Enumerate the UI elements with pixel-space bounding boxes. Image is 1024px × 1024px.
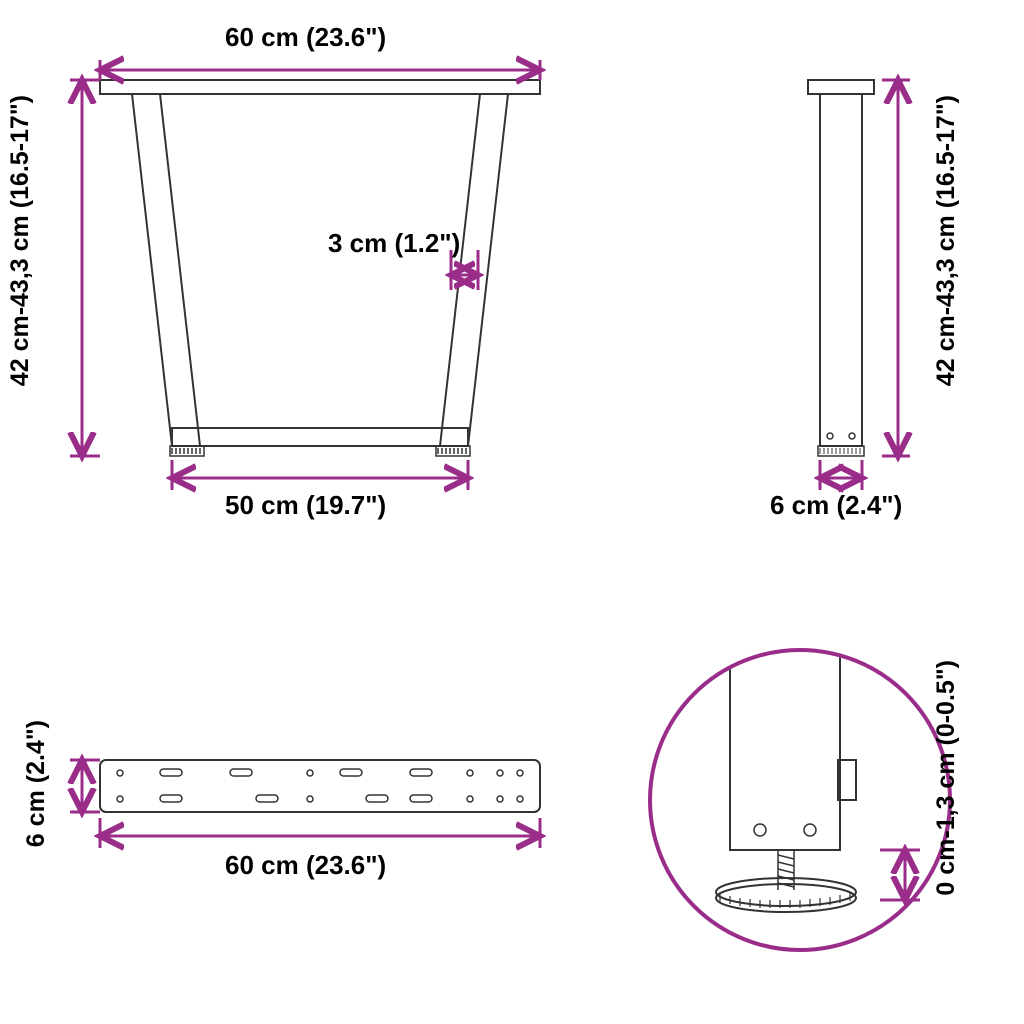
label-top-width: 60 cm (23.6") [225,22,386,53]
label-side-depth: 6 cm (2.4") [770,490,902,521]
label-leg-thick: 3 cm (1.2") [328,228,460,259]
label-foot-adjust: 0 cm-1,3 cm (0-0.5") [932,660,961,896]
label-plate-height: 6 cm (2.4") [22,720,51,847]
label-bottom-width: 50 cm (19.7") [225,490,386,521]
label-side-height: 42 cm-43,3 cm (16.5-17") [932,95,961,386]
label-plate-width: 60 cm (23.6") [225,850,386,881]
label-front-height: 42 cm-43,3 cm (16.5-17") [6,95,35,386]
